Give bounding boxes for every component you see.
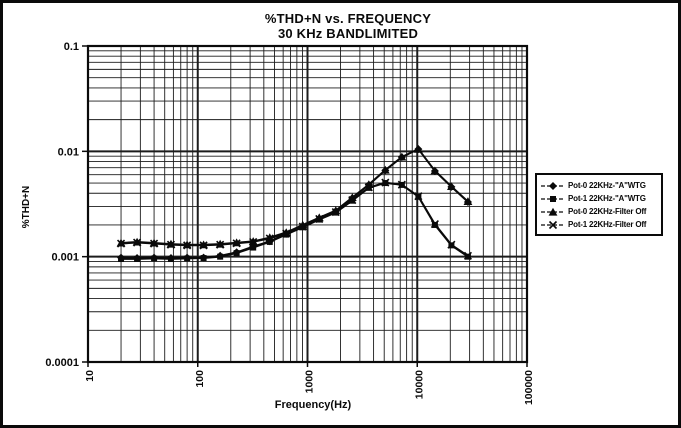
x-tick-label: 100 — [194, 370, 206, 388]
diamond-marker-icon — [541, 181, 565, 190]
axis-ticks — [82, 45, 528, 367]
legend-item: Pot-0 22KHz-Filter Off — [540, 205, 659, 218]
triangle-marker-icon — [541, 207, 565, 216]
legend-label: Pot-1 22KHz-"A"WTG — [568, 194, 646, 203]
chart-title-line2: 30 KHz BANDLIMITED — [277, 26, 419, 41]
y-tick-label: 0.01 — [58, 146, 79, 158]
y-tick-label: 0.0001 — [45, 357, 79, 369]
legend-item: Pot-1 22KHz-"A"WTG — [540, 192, 659, 205]
x-tick-label: 10 — [84, 370, 96, 382]
legend-item: Pot-0 22KHz-"A"WTG — [540, 179, 659, 192]
grid — [88, 46, 527, 362]
legend-label: Pot-0 22KHz-Filter Off — [568, 207, 647, 216]
legend-box: Pot-0 22KHz-"A"WTG Pot-1 22KHz-"A"WTG Pot-… — [535, 173, 663, 236]
square-marker-icon — [541, 195, 565, 202]
y-tick-label: 0.1 — [64, 41, 79, 53]
x-axis-title: Frequency(Hz) — [274, 399, 352, 411]
series-x-3 — [116, 178, 472, 260]
x-tick-label: 100000 — [523, 370, 535, 405]
legend-item: Pot-1 22KHz-Filter Off — [540, 218, 659, 231]
chart-title-line1: %THD+N vs. FREQUENCY — [264, 11, 432, 26]
tick-labels: 0.1 0.01 0.001 0.0001 10 100 1000 10000 100000 — [45, 41, 535, 405]
series-line — [120, 181, 469, 257]
legend-label: Pot-0 22KHz-"A"WTG — [568, 181, 646, 190]
x-tick-label: 1000 — [304, 370, 316, 394]
legend-rows: Pot-0 22KHz-"A"WTG Pot-1 22KHz-"A"WTG Pot-… — [540, 179, 659, 231]
x-tick-label: 10000 — [413, 370, 425, 399]
x-marker-icon — [541, 220, 565, 229]
chart-title: %THD+N vs. FREQUENCY 30 KHz BANDLIMITED — [123, 11, 573, 41]
y-tick-label: 0.001 — [51, 252, 79, 264]
plot-canvas: 0.1 0.01 0.001 0.0001 10 100 1000 10000 100000 — [45, 41, 535, 405]
legend-label: Pot-1 22KHz-Filter Off — [568, 220, 647, 229]
